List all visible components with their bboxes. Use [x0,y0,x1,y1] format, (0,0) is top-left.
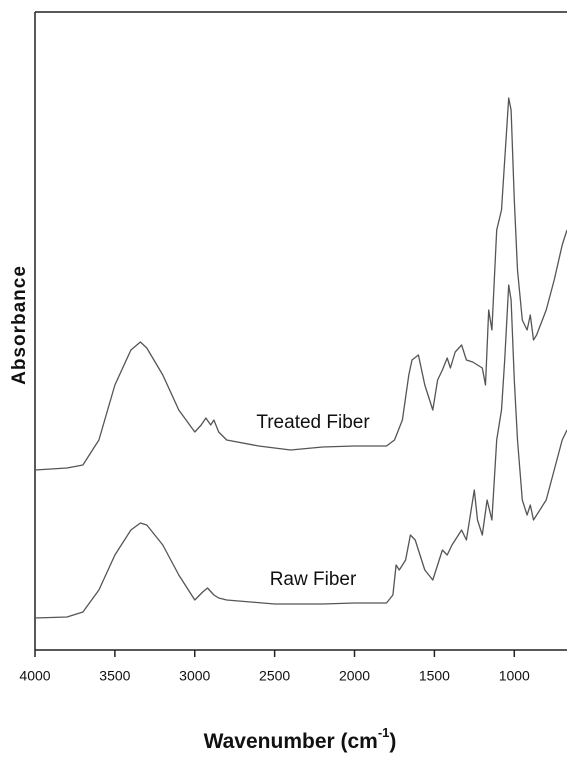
x-tick-label: 2500 [259,668,290,684]
annotation: Raw Fiber [270,569,357,590]
x-tick-label: 3000 [179,668,210,684]
x-tick-label: 4000 [19,668,50,684]
annotation: Treated Fiber [256,412,370,433]
x-tick-label: 2000 [339,668,370,684]
y-axis-label: Absorbance [9,265,30,385]
x-tick-label: 1000 [499,668,530,684]
x-tick-label: 1500 [419,668,450,684]
line [34,284,567,619]
line [34,97,567,471]
x-tick-label: 3500 [99,668,130,684]
x-axis-label: Wavenumber (cm-1) [204,725,397,752]
